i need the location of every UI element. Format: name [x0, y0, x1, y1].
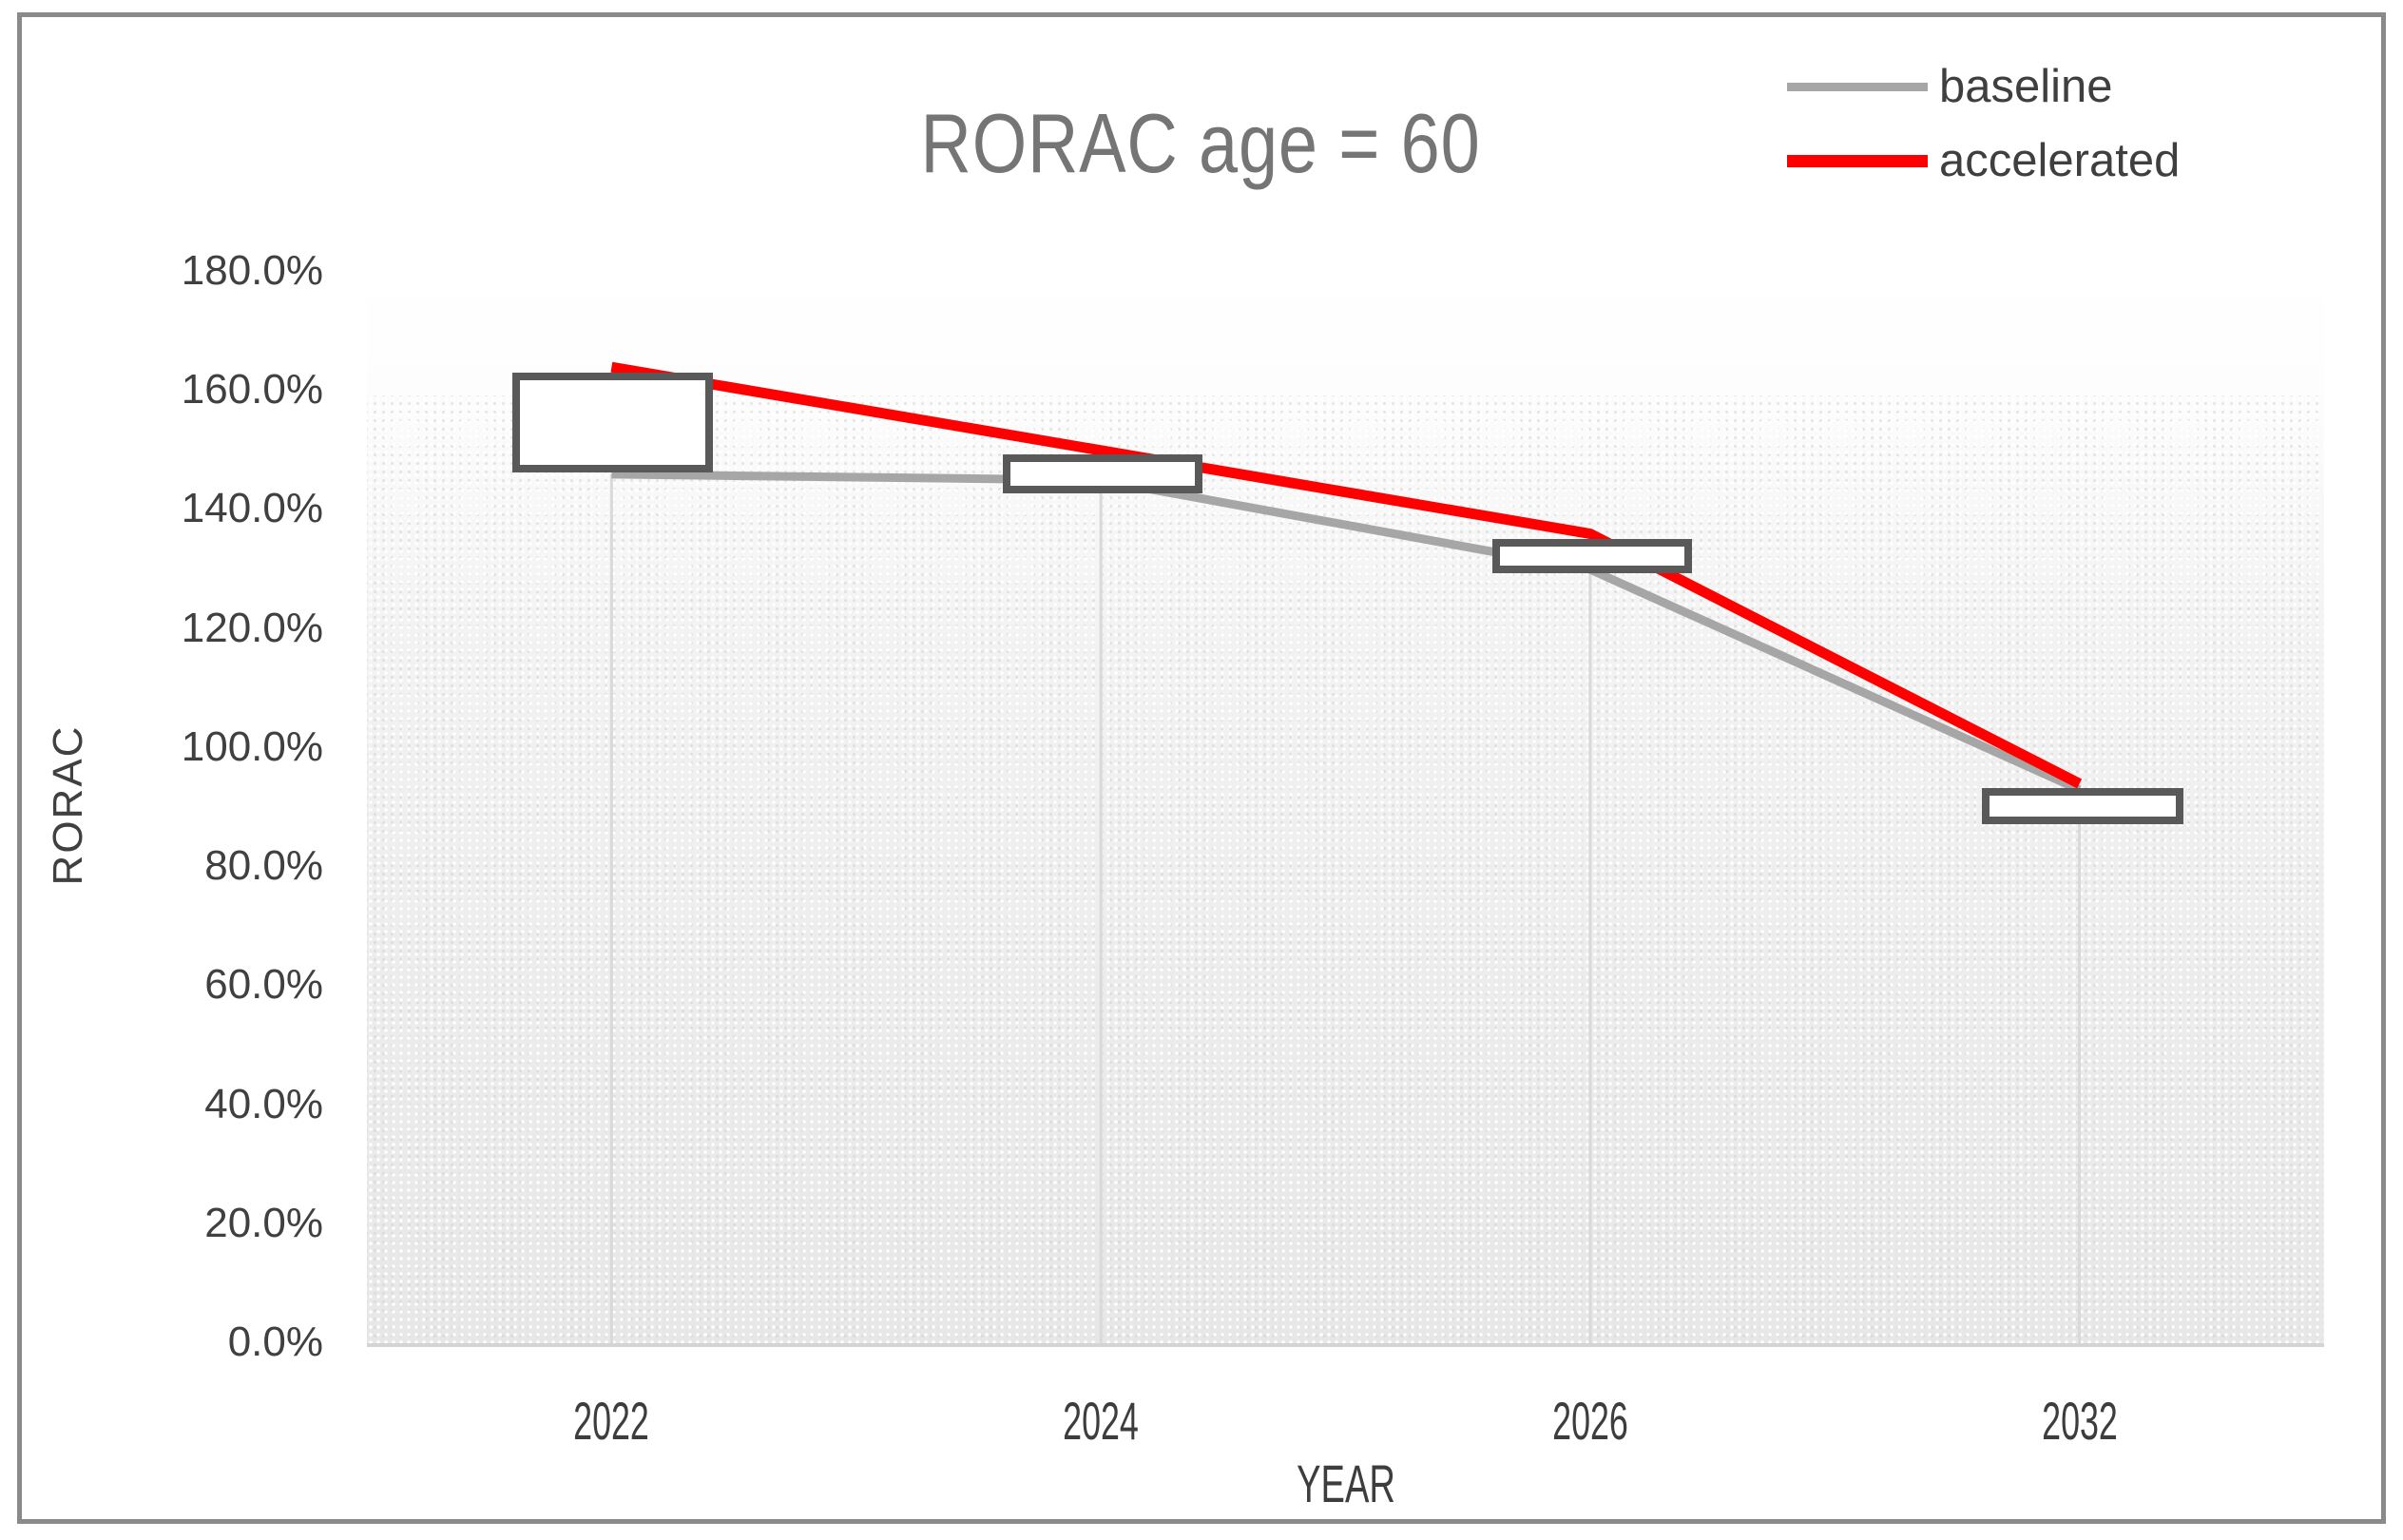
x-tick-label: 2024	[1063, 1391, 1139, 1451]
plot-area-texture	[367, 395, 2324, 1343]
x-axis-title: YEAR	[1297, 1453, 1395, 1513]
baseline-line-swatch-icon	[1787, 82, 1928, 91]
accelerated-line-swatch-icon	[1787, 154, 1928, 167]
y-tick-label: 80.0%	[204, 842, 323, 890]
empty-data-label-box	[1003, 454, 1202, 493]
y-tick-label: 40.0%	[204, 1080, 323, 1127]
x-tick-label: 2022	[573, 1391, 650, 1451]
y-tick-label: 120.0%	[181, 604, 323, 651]
y-tick-label: 160.0%	[181, 366, 323, 414]
chart-title: RORAC age = 60	[920, 96, 1481, 190]
legend-item-accelerated: accelerated	[1787, 124, 2180, 198]
x-tick-label: 2032	[2041, 1391, 2118, 1451]
y-axis-title: RORAC	[45, 724, 91, 886]
y-tick-label: 60.0%	[204, 961, 323, 1009]
y-tick-label: 0.0%	[227, 1319, 323, 1365]
empty-data-label-box	[1982, 788, 2183, 824]
legend-label: accelerated	[1939, 135, 2181, 186]
y-tick-label: 20.0%	[204, 1199, 323, 1246]
legend: baseline accelerated	[1787, 49, 2180, 198]
empty-data-label-box	[1492, 539, 1692, 573]
empty-data-label-box	[512, 373, 713, 472]
legend-item-baseline: baseline	[1787, 49, 2180, 124]
y-tick-label: 100.0%	[181, 722, 323, 770]
y-tick-label: 140.0%	[181, 485, 323, 532]
x-tick-label: 2026	[1552, 1391, 1628, 1451]
y-tick-label: 180.0%	[181, 247, 323, 294]
legend-label: baseline	[1939, 61, 2113, 112]
